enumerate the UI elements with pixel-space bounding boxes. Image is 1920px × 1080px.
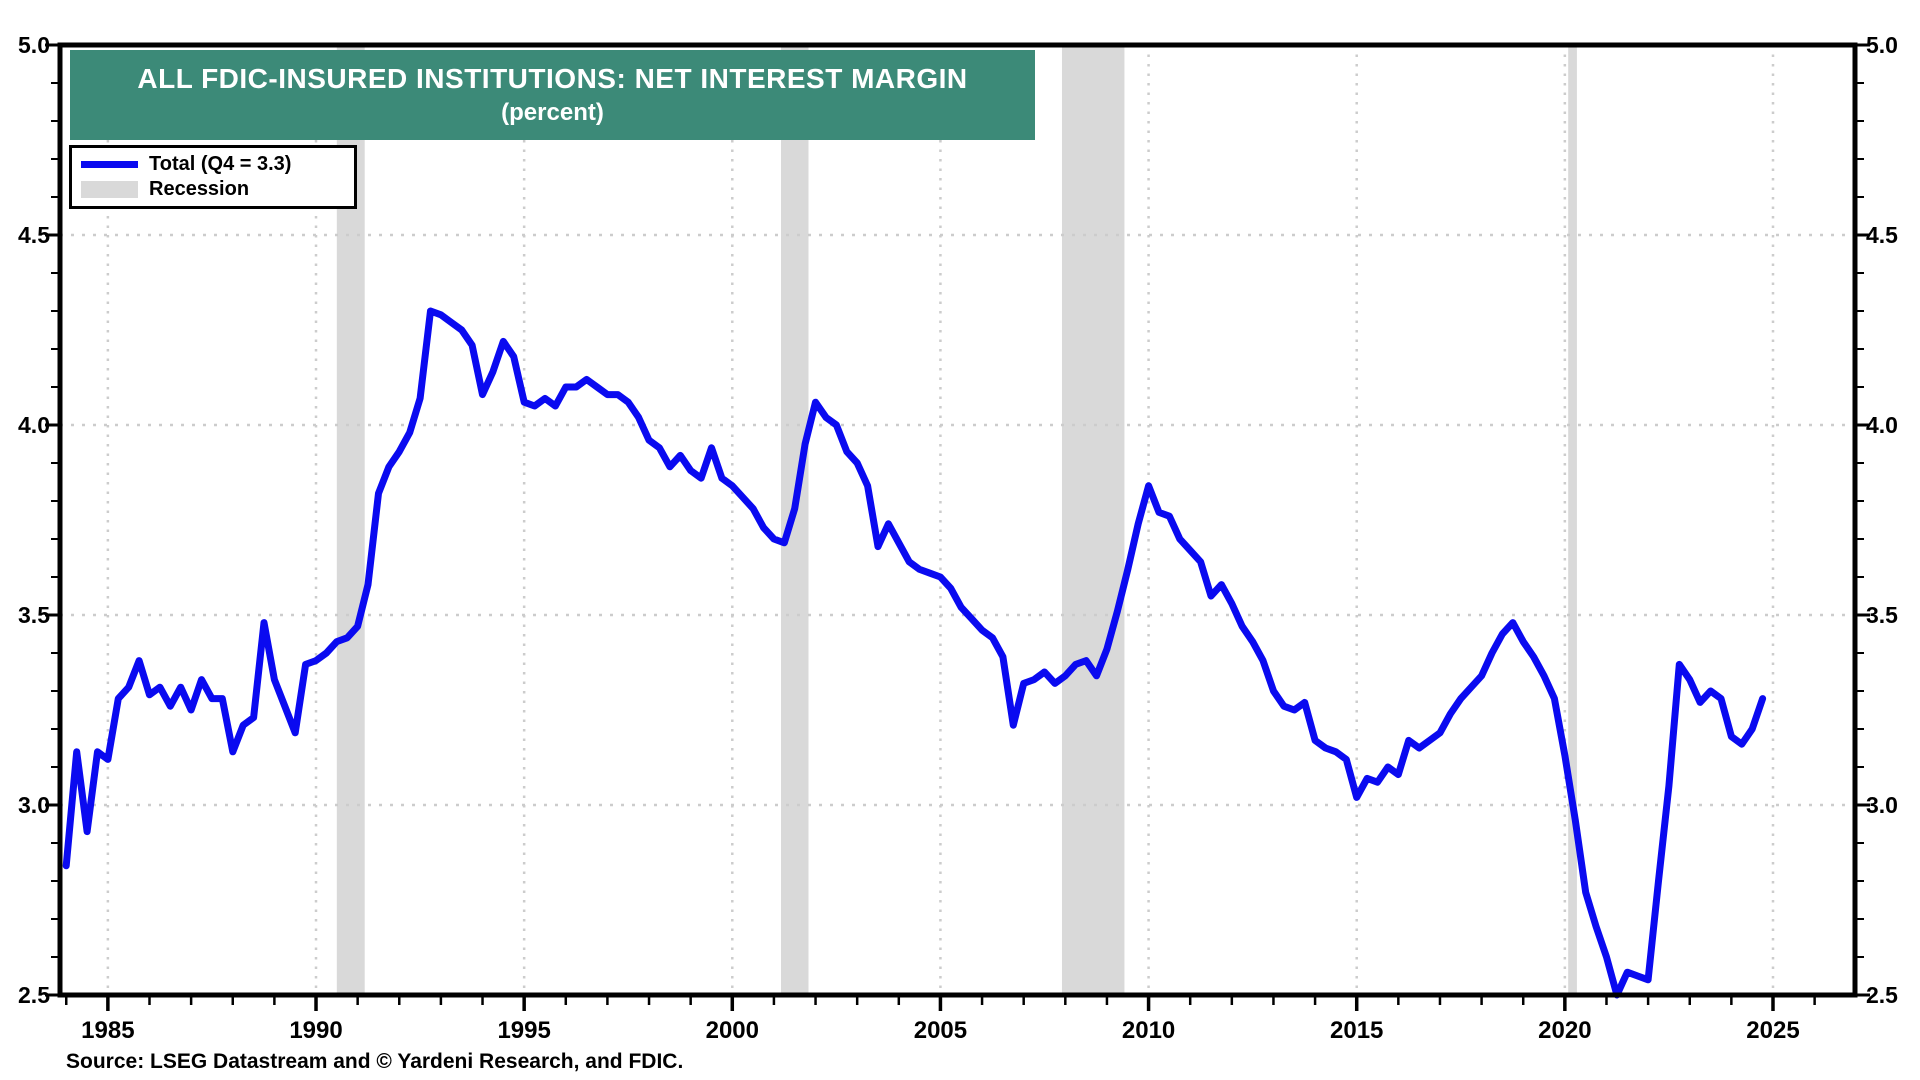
title-banner: ALL FDIC-INSURED INSTITUTIONS: NET INTER… xyxy=(70,50,1035,140)
x-tick-label: 2000 xyxy=(706,1017,759,1044)
x-tick-label: 2010 xyxy=(1122,1017,1175,1044)
legend-label-recession: Recession xyxy=(149,178,250,200)
y-tick-label-left: 3.0 xyxy=(18,792,50,818)
y-tick-label-right: 4.5 xyxy=(1866,222,1898,248)
y-tick-label-right: 3.0 xyxy=(1866,792,1898,818)
legend-box: Total (Q4 = 3.3) Recession xyxy=(69,145,357,209)
x-tick-label: 1995 xyxy=(497,1017,550,1044)
source-note: Source: LSEG Datastream and © Yardeni Re… xyxy=(66,1050,684,1073)
y-tick-label-right: 2.5 xyxy=(1866,982,1898,1008)
chart-title: ALL FDIC-INSURED INSTITUTIONS: NET INTER… xyxy=(137,63,968,94)
legend-label-total: Total (Q4 = 3.3) xyxy=(149,153,292,175)
y-tick-label-left: 4.0 xyxy=(18,412,50,438)
legend-item-total: Total (Q4 = 3.3) xyxy=(81,153,348,176)
total-line-swatch xyxy=(81,161,138,168)
x-tick-label: 1990 xyxy=(289,1017,342,1044)
x-tick-label: 2025 xyxy=(1746,1017,1799,1044)
chart-subtitle: (percent) xyxy=(501,99,604,126)
recession-band-swatch xyxy=(81,181,138,198)
y-tick-label-right: 4.0 xyxy=(1866,412,1898,438)
plot-border xyxy=(57,42,1858,998)
y-tick-label-right: 3.5 xyxy=(1866,602,1898,628)
y-tick-label-right: 5.0 xyxy=(1866,32,1898,58)
y-tick-label-left: 5.0 xyxy=(18,32,50,58)
total-nim-line xyxy=(62,307,1767,999)
x-tick-label: 1985 xyxy=(81,1017,134,1044)
x-tick-label: 2020 xyxy=(1538,1017,1591,1044)
x-tick-label: 2005 xyxy=(914,1017,967,1044)
y-tick-label-left: 2.5 xyxy=(18,982,50,1008)
legend-item-recession: Recession xyxy=(81,178,348,201)
y-tick-label-left: 3.5 xyxy=(18,602,50,628)
recession-band xyxy=(1568,45,1577,995)
x-tick-label: 2015 xyxy=(1330,1017,1383,1044)
recession-band xyxy=(1061,45,1125,995)
y-tick-label-left: 4.5 xyxy=(18,222,50,248)
